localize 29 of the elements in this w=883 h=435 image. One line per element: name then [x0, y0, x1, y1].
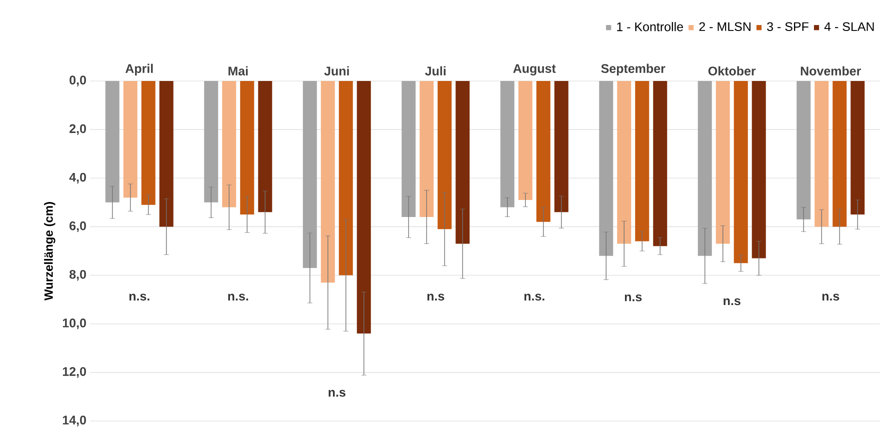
x-tick-label: September	[601, 64, 666, 76]
legend-label: 4 - SLAN	[824, 22, 874, 32]
annotation: n.s.	[129, 294, 150, 301]
legend-label: 2 - MLSN	[699, 22, 750, 32]
y-tick-label: 14,0	[62, 416, 86, 426]
annotation: n.s	[822, 294, 840, 301]
y-tick-label: 4,0	[69, 172, 86, 184]
y-axis-title: Wurzellänge (cm)	[44, 202, 56, 301]
legend-label: 1 - Kontrolle	[617, 22, 683, 32]
x-tick-label: Oktober	[708, 66, 756, 76]
y-tick-label: 0,0	[70, 76, 86, 86]
x-tick-label: August	[513, 64, 556, 76]
annotation: n.s	[624, 294, 642, 302]
x-tick-label: Juni	[324, 66, 349, 76]
annotation: n.s	[328, 390, 346, 397]
y-tick-label: 10,0	[62, 318, 86, 330]
x-tick-label: Mai	[228, 66, 248, 76]
y-tick-label: 8,0	[69, 270, 86, 281]
y-tick-label: 12,0	[62, 367, 86, 378]
x-tick-label: April	[125, 64, 153, 76]
annotation: n.s.	[228, 294, 248, 301]
x-tick-label: November	[800, 66, 861, 76]
legend-label: 3 - SPF	[767, 22, 808, 32]
annotation: n.s	[724, 298, 740, 306]
annotation: n.s	[427, 294, 444, 301]
y-tick-label: 2,0	[70, 124, 86, 135]
x-tick-label: Juli	[425, 66, 446, 76]
y-tick-label: 6,0	[70, 221, 86, 232]
annotation: n.s.	[524, 294, 544, 301]
